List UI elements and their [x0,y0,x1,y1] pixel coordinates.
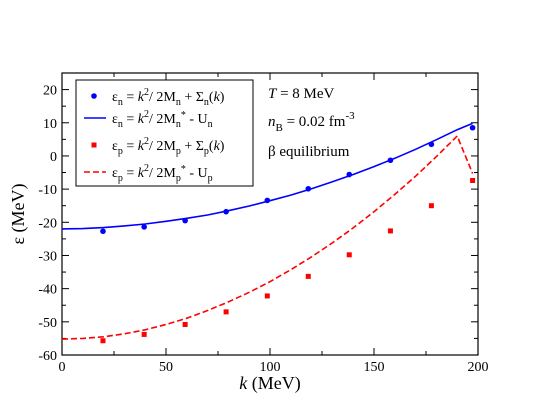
y-tick-label: -10 [38,183,57,198]
x-axis-title: k (MeV) [239,373,300,394]
y-tick-label: -50 [38,316,57,331]
y-tick-label: -60 [38,349,57,364]
data-point [469,124,476,131]
data-point [100,228,106,235]
data-point [387,228,393,234]
legend-box [75,79,254,187]
legend-marker-neutron-sigma [91,93,97,99]
legend-label-neutron-sigma: εn = k2/ 2Mn + Σn(k) [112,87,225,108]
legend-label-proton-sigma: εp = k2/ 2Mp + Σp(k) [112,136,225,157]
annotation-density: nB = 0.02 fm-3 [268,110,355,134]
x-tick-label: 50 [159,360,173,375]
data-point [141,224,147,230]
series-line [61,134,474,340]
data-point [470,177,476,183]
series-1 [61,122,473,230]
data-point [428,203,434,209]
x-tick-label: 150 [364,360,385,375]
data-point [346,252,352,258]
legend-marker-proton-sigma [91,142,97,148]
y-tick-label: 10 [43,117,57,132]
series-line [61,122,473,230]
data-point [223,309,229,315]
x-tick-label: 0 [59,360,66,375]
legend-label-neutron-meanfield: εn = k2/ 2Mn* - Un [112,109,213,130]
y-tick-label: -20 [38,216,57,231]
legend: εn = k2/ 2Mn + Σn(k) εn = k2/ 2Mn* - Un … [75,79,254,187]
x-tick-label: 100 [260,360,281,375]
annotation-equilibrium: β equilibrium [268,144,350,160]
tick-labels: 0 50 100 150 200 -60 -50 -40 -30 -20 -10 0 10 20 [38,84,488,375]
y-tick-label: -40 [38,283,57,298]
y-tick-label: -30 [38,249,57,264]
series-layer [61,122,476,344]
data-point [264,293,270,299]
y-tick-label: 0 [50,150,57,165]
legend-label-proton-meanfield: εp = k2/ 2Mp* - Up [112,163,213,184]
series-3 [61,134,474,340]
series-2 [100,177,476,344]
data-point [182,321,188,327]
data-point [100,338,106,344]
data-point [141,331,147,337]
ticks [61,72,479,356]
y-tick-label: 20 [43,84,57,99]
x-tick-label: 200 [468,360,489,375]
y-axis-title: ε (MeV) [8,183,29,244]
annotation-temperature: T = 8 MeV [268,86,335,102]
data-point [305,273,311,279]
